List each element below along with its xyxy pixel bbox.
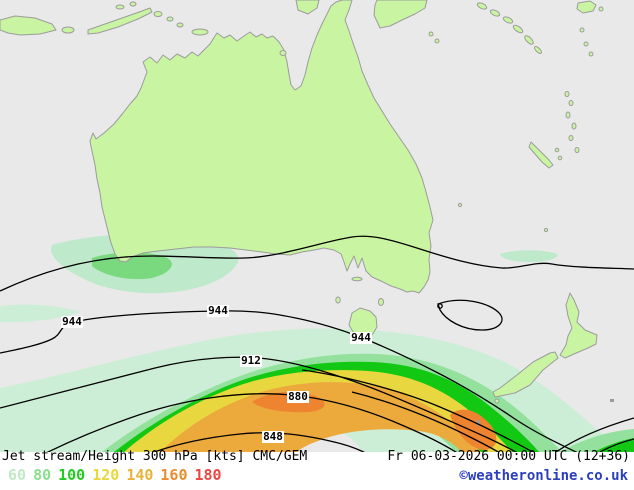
contour-line-880 [46, 393, 458, 452]
jet-band-60-sliver [0, 304, 80, 323]
loyalty-2 [557, 155, 563, 161]
jet-band-160-core-east [450, 409, 497, 450]
png-islet-2 [434, 38, 440, 44]
product-title: Jet stream/Height 300 hPa [kts] CMC/GEM [2, 449, 308, 464]
contour-line-unlabeled-2 [351, 391, 500, 452]
solomon-4 [512, 24, 524, 34]
tasmania-landmass [348, 307, 378, 340]
vanuatu-1 [564, 91, 570, 97]
valid-time-label: Fr 06-03-2026 00:00 UTC (12+36) [387, 449, 630, 464]
contour-label-944-b: 944 [207, 304, 229, 317]
legend-value-100: 100 [58, 466, 86, 484]
legend-value-180: 180 [194, 466, 222, 484]
contour-line-unlabeled-1 [301, 369, 534, 452]
fiji-islet-3 [583, 41, 589, 47]
map-area: 944 944 944 912 880 848 [0, 0, 634, 452]
new-guinea-west [295, 0, 320, 15]
solomon-2 [489, 9, 501, 17]
king-island [335, 296, 341, 304]
loyalty-1 [554, 147, 560, 153]
kts-color-legend: 60 80 100 120 140 160 180 [8, 466, 229, 484]
indo-islet-6 [176, 22, 184, 28]
vanuatu-5 [568, 135, 574, 141]
contour-low-center-mark [437, 303, 443, 309]
fiji-main [576, 0, 597, 14]
macquarie-islet [477, 420, 480, 426]
jet-band-80-sw-core [92, 252, 172, 280]
remote-islets [477, 399, 614, 426]
contour-label-944-a: 944 [61, 315, 83, 328]
fiji-islet-2 [579, 27, 585, 33]
melville-island [191, 28, 209, 36]
indo-islet-3 [129, 1, 137, 7]
contour-label-880: 880 [287, 390, 309, 403]
contour-closed-low [437, 299, 503, 331]
contour-line-corner-1 [555, 417, 634, 452]
nz-north-island [559, 292, 598, 359]
height-contours [0, 235, 634, 452]
vanuatu-6 [574, 147, 580, 153]
vanuatu-2 [568, 100, 574, 106]
caption-row: Jet stream/Height 300 hPa [kts] CMC/GEM … [0, 449, 634, 465]
chatham-islet [610, 399, 614, 402]
vanuatu-3 [565, 111, 571, 119]
solomon-5 [524, 35, 534, 45]
solomon-1 [476, 2, 488, 10]
indo-islet-4 [153, 11, 163, 17]
kangaroo-island [351, 276, 363, 282]
lord-howe-island [457, 202, 463, 208]
jet-bands [0, 233, 634, 452]
landmasses [0, 0, 604, 404]
contour-label-848: 848 [262, 430, 284, 443]
contour-line-corner-2 [599, 438, 634, 452]
fiji-islet-1 [598, 6, 604, 12]
vanuatu-4 [571, 122, 577, 130]
contour-label-944-c: 944 [350, 331, 372, 344]
jet-band-60-bight-sliver [500, 250, 558, 262]
stewart-island [494, 398, 500, 404]
indo-islet-2 [115, 4, 125, 10]
new-caledonia [528, 141, 554, 169]
contour-line-944 [0, 310, 578, 452]
legend-value-80: 80 [33, 466, 52, 484]
contour-label-912: 912 [240, 354, 262, 367]
legend-value-160: 160 [160, 466, 188, 484]
solomon-3 [502, 16, 514, 24]
indo-islet-1 [61, 26, 75, 34]
png-islet-1 [428, 31, 434, 37]
indonesia-west [0, 15, 57, 36]
legend-row: 60 80 100 120 140 160 180 ©weatheronline.co.uk [0, 466, 634, 486]
solomon-6 [534, 46, 542, 54]
norfolk-island [543, 227, 549, 233]
legend-value-120: 120 [92, 466, 120, 484]
new-guinea-tail [373, 0, 428, 29]
indo-islet-5 [166, 16, 174, 22]
contour-line-outer [0, 235, 634, 292]
groote-island [279, 50, 287, 56]
timor-island [87, 7, 153, 35]
jetstream-map-svg [0, 0, 634, 452]
fiji-islet-4 [588, 51, 594, 57]
legend-value-60: 60 [8, 466, 27, 484]
legend-value-140: 140 [126, 466, 154, 484]
flinders-island [378, 298, 384, 306]
nz-south-island [492, 351, 559, 398]
contour-line-912 [0, 356, 518, 452]
copyright-link[interactable]: ©weatheronline.co.uk [459, 468, 628, 484]
